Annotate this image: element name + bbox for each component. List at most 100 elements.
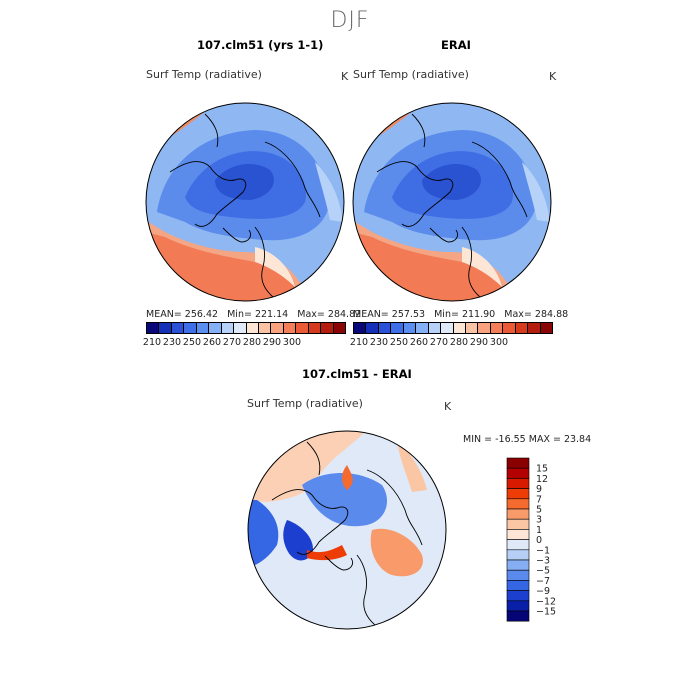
colorbar-swatch [515, 323, 529, 333]
colorbar-swatch [506, 457, 530, 469]
stats-model: MEAN= 256.42 Min= 221.14 Max= 284.82 [146, 309, 361, 320]
max-label: Max= [297, 309, 325, 320]
colorbar-swatch [506, 508, 530, 520]
max-value: 284.88 [534, 309, 569, 320]
coastline [169, 113, 321, 298]
colorbar-tick-label: −1 [536, 545, 550, 556]
map-border [352, 102, 552, 302]
min-label: Min= [434, 309, 459, 320]
colorbar-swatch [333, 323, 345, 333]
colorbar-model [146, 322, 346, 334]
colorbar-tick-label: 230 [162, 337, 182, 348]
colorbar-swatch [221, 323, 235, 333]
colorbar-swatch [506, 590, 530, 602]
map-field [248, 431, 446, 629]
colorbar-tick-label: 210 [142, 337, 162, 348]
polar-map-diff [247, 430, 447, 630]
colorbar-swatch [403, 323, 417, 333]
colorbar-tick-label: 270 [429, 337, 449, 348]
colorbar-swatch [378, 323, 392, 333]
colorbar-tick-label: 12 [536, 474, 548, 485]
colorbar-tick-label: 1 [536, 525, 542, 536]
colorbar-swatch [506, 559, 530, 571]
colorbar-tick-label: 300 [282, 337, 302, 348]
colorbar-swatch [209, 323, 222, 333]
colorbar-swatch [354, 323, 367, 333]
colorbar-swatch [478, 323, 491, 333]
colorbar-swatch [506, 539, 530, 551]
colorbar-tick-label: 250 [182, 337, 202, 348]
colorbar-tick-label: 230 [369, 337, 389, 348]
colorbar-swatch [506, 467, 530, 479]
min-label: Min= [227, 309, 252, 320]
colorbar-swatch [506, 549, 530, 561]
mean-label: MEAN= [146, 309, 182, 320]
colorbar-swatch [506, 529, 530, 540]
map-border [247, 430, 447, 630]
colorbar-tick-label: 15 [536, 464, 548, 475]
colorbar-swatch [271, 323, 284, 333]
colorbar-swatch [506, 600, 530, 612]
colorbar-obs [353, 322, 553, 334]
colorbar-swatch [465, 323, 479, 333]
min-value: 211.90 [461, 309, 496, 320]
colorbar-swatch [246, 323, 259, 333]
colorbar-swatch [296, 323, 309, 333]
figure-title: DJF [330, 8, 370, 33]
colorbar-tick-label: 0 [536, 535, 542, 546]
colorbar-swatch [184, 323, 197, 333]
colorbar-swatch [503, 323, 516, 333]
max-value: 284.82 [327, 309, 362, 320]
mean-value: 256.42 [184, 309, 219, 320]
colorbar-swatch [528, 323, 541, 333]
colorbar-tick-label: −15 [536, 607, 556, 618]
colorbar-swatch [283, 323, 297, 333]
polar-map-model [145, 102, 345, 302]
map-field [353, 103, 551, 301]
colorbar-tick-label: 300 [489, 337, 509, 348]
colorbar-tick-label: 3 [536, 515, 542, 526]
colorbar-swatch [428, 323, 442, 333]
colorbar-swatch [159, 323, 172, 333]
colorbar-tick-label: 270 [222, 337, 242, 348]
colorbar-swatch [506, 498, 530, 510]
unit-label-obs: K [549, 70, 557, 83]
variable-label-obs: Surf Temp (radiative) [353, 68, 469, 81]
colorbar-tick-label: −5 [536, 566, 550, 577]
colorbar-tick-label: 5 [536, 505, 542, 516]
colorbar-tick-label: 9 [536, 484, 542, 495]
mean-label: MEAN= [353, 309, 389, 320]
colorbar-labels-model: 210 230 250 260 270 280 290 300 [142, 337, 302, 348]
coastline [376, 113, 528, 298]
colorbar-swatch [147, 323, 160, 333]
colorbar-swatch [234, 323, 247, 333]
stats-obs: MEAN= 257.53 Min= 211.90 Max= 284.88 [353, 309, 568, 320]
polar-map-obs [352, 102, 552, 302]
panel-title-obs: ERAI [441, 38, 471, 52]
colorbar-swatch [490, 323, 504, 333]
colorbar-tick-label: 260 [202, 337, 222, 348]
unit-label-model: K [341, 70, 349, 83]
colorbar-swatch [441, 323, 454, 333]
colorbar-labels-obs: 210 230 250 260 270 280 290 300 [349, 337, 509, 348]
colorbar-tick-label: 250 [389, 337, 409, 348]
min-value: 221.14 [254, 309, 289, 320]
colorbar-swatch [506, 518, 530, 530]
colorbar-swatch [540, 323, 552, 333]
colorbar-swatch [506, 478, 530, 489]
colorbar-tick-label: 7 [536, 494, 542, 505]
colorbar-swatch [506, 610, 530, 622]
colorbar-swatch [366, 323, 379, 333]
colorbar-tick-label: 260 [409, 337, 429, 348]
colorbar-tick-label: 280 [242, 337, 262, 348]
colorbar-tick-label: 290 [262, 337, 282, 348]
mean-value: 257.53 [391, 309, 426, 320]
colorbar-tick-label: −3 [536, 556, 550, 567]
colorbar-tick-label: −9 [536, 586, 550, 597]
panel-title-model: 107.clm51 (yrs 1-1) [197, 38, 324, 52]
colorbar-swatch [416, 323, 429, 333]
coastline [271, 441, 423, 626]
colorbar-swatch [258, 323, 272, 333]
colorbar-swatch [308, 323, 322, 333]
